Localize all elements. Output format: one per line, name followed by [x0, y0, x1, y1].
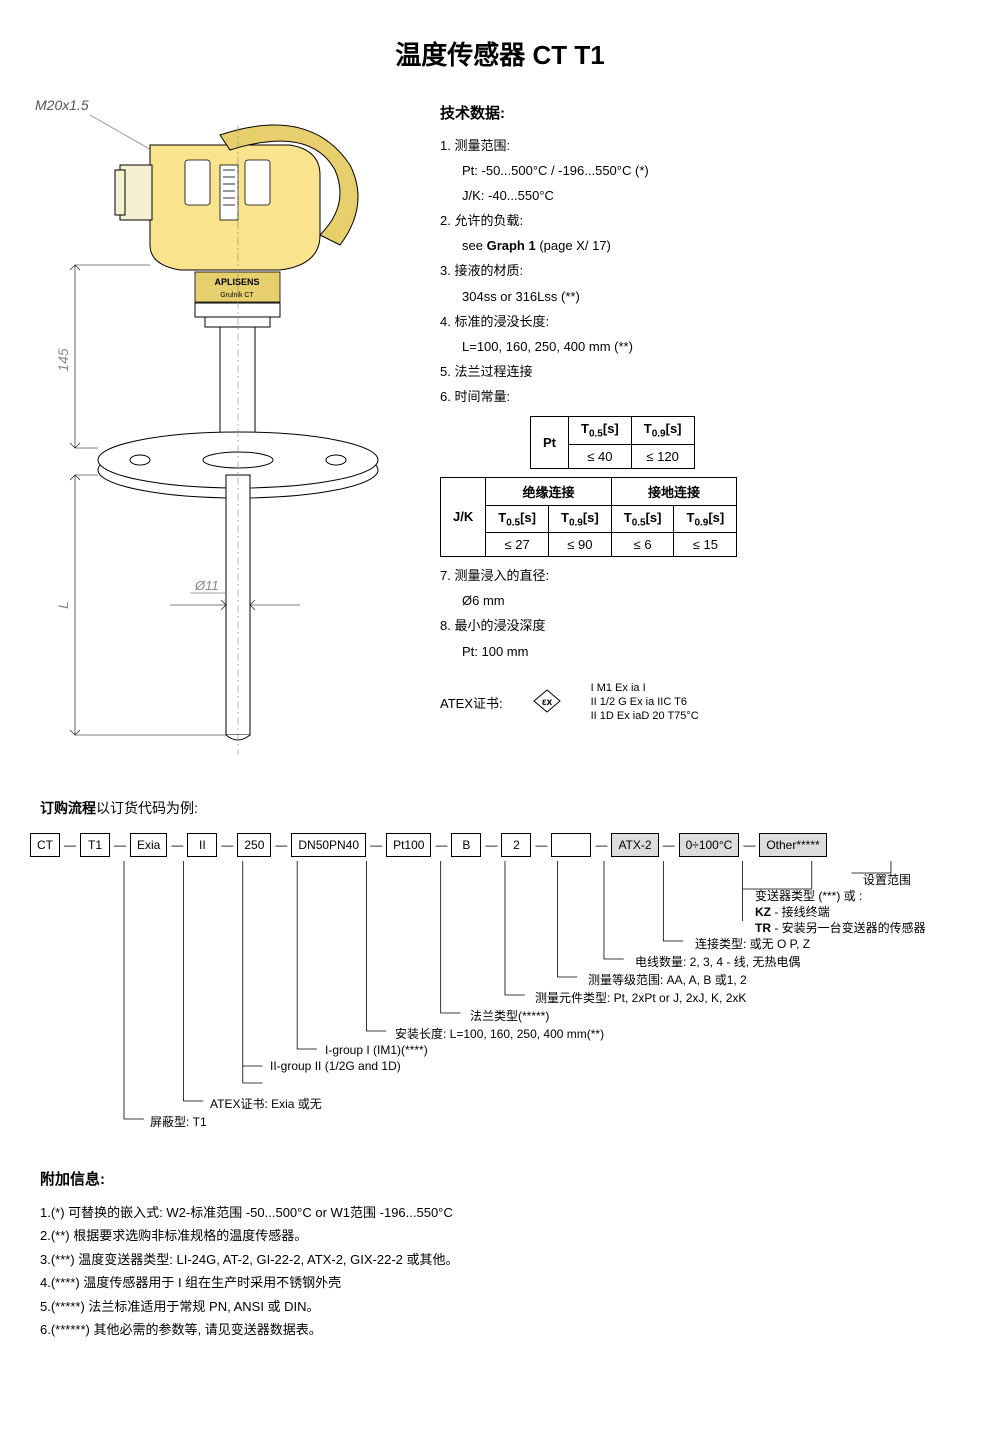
- dim-145: 145: [55, 348, 71, 372]
- olabel-class: 测量等级范围: AA, A, B 或1, 2: [588, 971, 747, 988]
- ex-icon: εx: [533, 689, 561, 716]
- note-2: 2.(**) 根据要求选购非标准规格的温度传感器。: [40, 1224, 980, 1247]
- dim-11: Ø11: [194, 578, 219, 593]
- obox-4: 250: [237, 833, 271, 857]
- spec-3: 3. 接液的材质:: [440, 260, 980, 282]
- obox-11: 0÷100°C: [679, 833, 740, 857]
- olabel-grp1: I-group I (IM1)(****): [325, 1043, 428, 1057]
- obox-1: T1: [80, 833, 110, 857]
- olabel-shield: 屏蔽型: T1: [150, 1113, 207, 1130]
- obox-5: DN50PN40: [291, 833, 366, 857]
- spec-1a: Pt: -50...500°C / -196...550°C (*): [440, 160, 980, 182]
- spec-4: 4. 标准的浸没长度:: [440, 311, 980, 333]
- olabel-grp2: II-group II (1/2G and 1D): [270, 1059, 401, 1073]
- olabel-wire: 电线数量: 2, 3, 4 - 线, 无热电偶: [635, 953, 800, 970]
- spec-8a: Pt: 100 mm: [440, 641, 980, 663]
- obox-2: Exia: [130, 833, 167, 857]
- obox-8: 2: [501, 833, 531, 857]
- jk-h3: T0.5[s]: [611, 505, 674, 533]
- note-4: 4.(****) 温度传感器用于 I 组在生产时采用不锈钢外壳: [40, 1271, 980, 1294]
- olabel-tr: TR - 安装另一台变送器的传感器: [755, 919, 926, 936]
- spec-5: 5. 法兰过程连接: [440, 361, 980, 383]
- jk-cell: J/K: [441, 477, 486, 557]
- addinfo-list: 1.(*) 可替换的嵌入式: W2-标准范围 -50...500°C or W1…: [20, 1201, 980, 1341]
- svg-text:εx: εx: [541, 697, 552, 708]
- page-title: 温度传感器 CT T1: [20, 35, 980, 72]
- spec-2a: see Graph 1 (page X/ 17): [440, 235, 980, 257]
- note-5: 5.(*****) 法兰标准适用于常规 PN, ANSI 或 DIN。: [40, 1295, 980, 1318]
- olabel-kz: KZ - 接线终端: [755, 903, 830, 920]
- jk-h2: T0.9[s]: [548, 505, 611, 533]
- spec-7a: Ø6 mm: [440, 590, 980, 612]
- olabel-range: 设置范围: [863, 871, 911, 888]
- sensor-diagram: M20x1.5: [20, 97, 420, 768]
- note-1: 1.(*) 可替换的嵌入式: W2-标准范围 -50...500°C or W1…: [40, 1201, 980, 1224]
- tech-heading: 技术数据:: [440, 102, 980, 123]
- spec-1b: J/K: -40...550°C: [440, 185, 980, 207]
- top-section: M20x1.5: [20, 97, 980, 768]
- brand-label: APLISENS: [214, 277, 259, 287]
- spec-4a: L=100, 160, 250, 400 mm (**): [440, 336, 980, 358]
- dim-L: L: [55, 601, 71, 609]
- addinfo-heading: 附加信息:: [40, 1168, 980, 1189]
- pt-t09-hdr: T0.9[s]: [631, 417, 694, 445]
- atex-lines: I M1 Ex ia I II 1/2 G Ex ia IIC T6 II 1D…: [591, 681, 699, 724]
- order-boxes: CT— T1— Exia— II— 250— DN50PN40— Pt100— …: [30, 833, 980, 857]
- note-6: 6.(******) 其他必需的参数等, 请见变送器数据表。: [40, 1318, 980, 1341]
- obox-3: II: [187, 833, 217, 857]
- pt-table: Pt T0.5[s] T0.9[s] ≤ 40 ≤ 120: [530, 416, 695, 469]
- olabel-len: 安装长度: L=100, 160, 250, 400 mm(**): [395, 1025, 604, 1042]
- atex-label: ATEX证书:: [440, 693, 503, 712]
- spec-6: 6. 时间常量:: [440, 386, 980, 408]
- spec-8: 8. 最小的浸没深度: [440, 615, 980, 637]
- obox-0: CT: [30, 833, 60, 857]
- pt-t05-hdr: T0.5[s]: [569, 417, 632, 445]
- spec-3a: 304ss or 316Lss (**): [440, 286, 980, 308]
- obox-12: Other*****: [759, 833, 826, 857]
- jk-table: J/K 绝缘连接 接地连接 T0.5[s] T0.9[s] T0.5[s] T0…: [440, 477, 737, 558]
- order-lines: [30, 861, 980, 1151]
- jk-v4: ≤ 15: [674, 533, 737, 557]
- olabel-flange: 法兰类型(*****): [470, 1007, 549, 1024]
- spec-7: 7. 测量浸入的直径:: [440, 565, 980, 587]
- thread-spec: M20x1.5: [35, 97, 420, 113]
- order-heading: 订购流程以订货代码为例:: [40, 798, 980, 818]
- jk-v3: ≤ 6: [611, 533, 674, 557]
- olabel-trans: 变送器类型 (***) 或 :: [755, 887, 862, 904]
- spec-1: 1. 测量范围:: [440, 135, 980, 157]
- jk-gnd-hdr: 接地连接: [611, 477, 737, 505]
- atex-row: ATEX证书: εx I M1 Ex ia I II 1/2 G Ex ia I…: [440, 681, 980, 724]
- olabel-atex: ATEX证书: Exia 或无: [210, 1095, 322, 1112]
- model-label: Grulnik CT: [220, 292, 254, 299]
- pt-v09: ≤ 120: [631, 444, 694, 468]
- olabel-conn: 连接类型: 或无 O P, Z: [695, 935, 810, 952]
- jk-h4: T0.9[s]: [674, 505, 737, 533]
- obox-6: Pt100: [386, 833, 431, 857]
- tech-data: 技术数据: 1. 测量范围: Pt: -50...500°C / -196...…: [440, 97, 980, 768]
- obox-9: [551, 833, 591, 857]
- order-diagram: CT— T1— Exia— II— 250— DN50PN40— Pt100— …: [30, 833, 980, 1153]
- sensor-drawing: APLISENS Grulnik CT: [20, 115, 400, 765]
- jk-v1: ≤ 27: [486, 533, 549, 557]
- note-3: 3.(***) 温度变送器类型: LI-24G, AT-2, GI-22-2, …: [40, 1248, 980, 1271]
- pt-v05: ≤ 40: [569, 444, 632, 468]
- spec-2: 2. 允许的负载:: [440, 210, 980, 232]
- olabel-elem: 测量元件类型: Pt, 2xPt or J, 2xJ, K, 2xK: [535, 989, 746, 1006]
- obox-7: B: [451, 833, 481, 857]
- obox-10: ATX-2: [611, 833, 658, 857]
- jk-v2: ≤ 90: [548, 533, 611, 557]
- pt-cell: Pt: [531, 417, 569, 469]
- jk-ins-hdr: 绝缘连接: [486, 477, 612, 505]
- jk-h1: T0.5[s]: [486, 505, 549, 533]
